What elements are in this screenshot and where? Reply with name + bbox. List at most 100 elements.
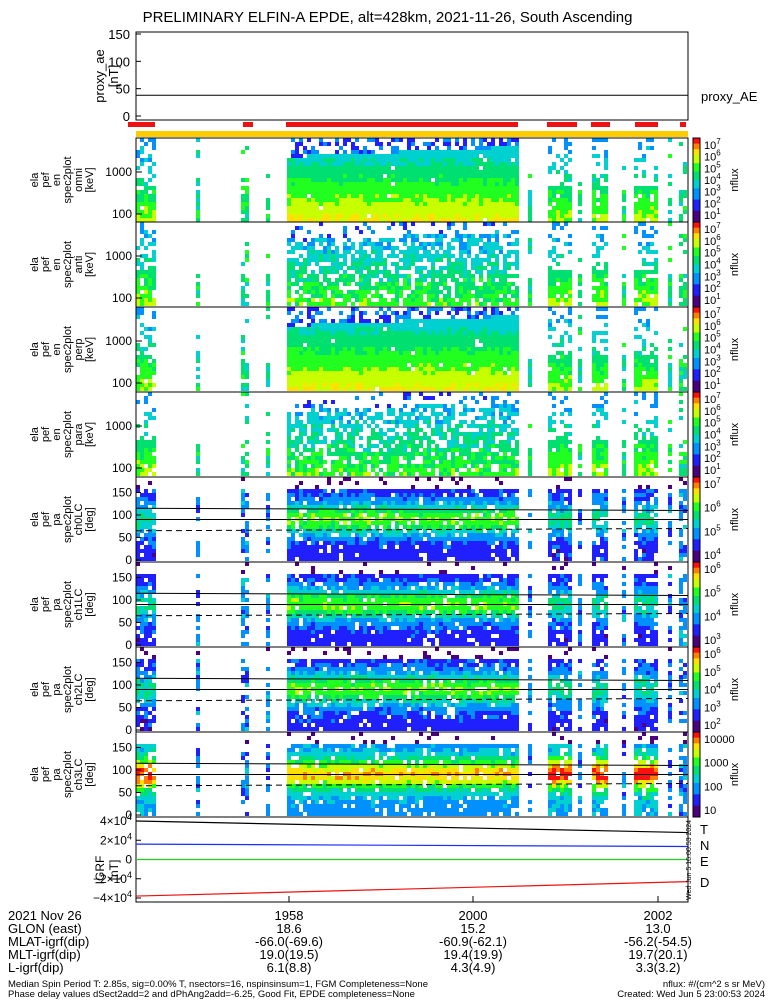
heatmap-cell bbox=[459, 400, 463, 404]
heatmap-cell bbox=[343, 162, 347, 166]
heatmap-cell bbox=[511, 166, 515, 170]
heatmap-cell bbox=[423, 194, 427, 198]
heatmap-cell bbox=[471, 202, 475, 206]
heatmap-cell bbox=[439, 198, 443, 202]
heatmap-cell bbox=[241, 186, 245, 190]
heatmap-cell bbox=[395, 444, 399, 448]
heatmap-cell bbox=[196, 202, 200, 206]
heatmap-cell bbox=[447, 254, 451, 258]
heatmap-cell bbox=[511, 302, 515, 306]
heatmap-cell bbox=[375, 375, 379, 379]
heatmap-cell bbox=[136, 343, 140, 347]
heatmap-cell bbox=[367, 424, 371, 428]
heatmap-cell bbox=[552, 355, 556, 359]
heatmap-cell bbox=[467, 242, 471, 246]
heatmap-cell bbox=[379, 327, 383, 331]
heatmap-cell bbox=[427, 371, 431, 375]
heatmap-cell bbox=[600, 214, 604, 218]
heatmap-cell bbox=[323, 460, 327, 464]
ylabel-spec-1: spec2plot bbox=[62, 156, 74, 203]
heatmap-cell bbox=[347, 210, 351, 214]
heatmap-cell bbox=[475, 170, 479, 174]
heatmap-cell bbox=[560, 294, 564, 298]
heatmap-cell bbox=[560, 383, 564, 387]
heatmap-cell bbox=[515, 218, 519, 222]
heatmap-cell bbox=[495, 319, 499, 323]
heatmap-cell bbox=[491, 190, 495, 194]
heatmap-cell bbox=[140, 226, 144, 230]
heatmap-cell bbox=[475, 359, 479, 363]
heatmap-cell bbox=[487, 282, 491, 286]
heatmap-cell bbox=[371, 150, 375, 154]
heatmap-cell bbox=[403, 448, 407, 452]
heatmap-cell bbox=[395, 254, 399, 258]
heatmap-cell bbox=[383, 323, 387, 327]
heatmap-cell bbox=[423, 371, 427, 375]
heatmap-cell bbox=[451, 302, 455, 306]
heatmap-cell bbox=[431, 472, 435, 476]
heatmap-cell bbox=[499, 214, 503, 218]
heatmap-cell bbox=[503, 416, 507, 420]
heatmap-cell bbox=[459, 254, 463, 258]
heatmap-cell bbox=[642, 379, 646, 383]
heatmap-cell bbox=[650, 206, 654, 210]
heatmap-cell bbox=[596, 302, 600, 306]
heatmap-cell bbox=[447, 323, 451, 327]
heatmap-cell bbox=[499, 190, 503, 194]
heatmap-cell bbox=[475, 379, 479, 383]
heatmap-cell bbox=[307, 351, 311, 355]
heatmap-cell bbox=[319, 371, 323, 375]
heatmap-cell bbox=[395, 347, 399, 351]
colorbar-segment bbox=[693, 258, 700, 263]
colorbar-segment bbox=[693, 250, 700, 254]
heatmap-cell bbox=[564, 178, 568, 182]
heatmap-cell bbox=[383, 319, 387, 323]
heatmap-cell bbox=[319, 266, 323, 270]
heatmap-cell bbox=[528, 174, 532, 178]
heatmap-cell bbox=[459, 170, 463, 174]
heatmap-cell bbox=[439, 307, 443, 311]
heatmap-cell bbox=[383, 194, 387, 198]
heatmap-cell bbox=[439, 331, 443, 335]
heatmap-cell bbox=[578, 379, 582, 383]
heatmap-cell bbox=[503, 254, 507, 258]
heatmap-cell bbox=[431, 440, 435, 444]
heatmap-cell bbox=[483, 416, 487, 420]
heatmap-cell bbox=[351, 218, 355, 222]
heatmap-cell bbox=[548, 146, 552, 150]
heatmap-cell bbox=[439, 428, 443, 432]
heatmap-cell bbox=[371, 323, 375, 327]
heatmap-cell bbox=[148, 214, 152, 218]
heatmap-cell bbox=[387, 323, 391, 327]
heatmap-cell bbox=[487, 166, 491, 170]
heatmap-cell bbox=[503, 335, 507, 339]
heatmap-cell bbox=[144, 355, 148, 359]
heatmap-cell bbox=[411, 254, 415, 258]
heatmap-cell bbox=[679, 379, 683, 383]
heatmap-cell bbox=[479, 290, 483, 294]
heatmap-cell bbox=[507, 440, 511, 444]
heatmap-cell bbox=[196, 214, 200, 218]
heatmap-cell bbox=[483, 282, 487, 286]
heatmap-cell bbox=[451, 202, 455, 206]
heatmap-cell bbox=[367, 270, 371, 274]
heatmap-cell bbox=[451, 440, 455, 444]
heatmap-cell bbox=[435, 343, 439, 347]
heatmap-cell bbox=[548, 375, 552, 379]
heatmap-cell bbox=[339, 319, 343, 323]
heatmap-cell bbox=[299, 464, 303, 468]
heatmap-cell bbox=[556, 206, 560, 210]
heatmap-cell bbox=[140, 387, 144, 391]
heatmap-cell bbox=[556, 170, 560, 174]
heatmap-cell bbox=[495, 294, 499, 298]
heatmap-cell bbox=[331, 379, 335, 383]
heatmap-cell bbox=[335, 258, 339, 262]
heatmap-cell bbox=[638, 210, 642, 214]
heatmap-cell bbox=[303, 198, 307, 202]
heatmap-cell bbox=[363, 468, 367, 472]
heatmap-cell bbox=[307, 359, 311, 363]
heatmap-cell bbox=[403, 162, 407, 166]
heatmap-cell bbox=[311, 448, 315, 452]
heatmap-cell bbox=[578, 302, 582, 306]
heatmap-cell bbox=[511, 174, 515, 178]
